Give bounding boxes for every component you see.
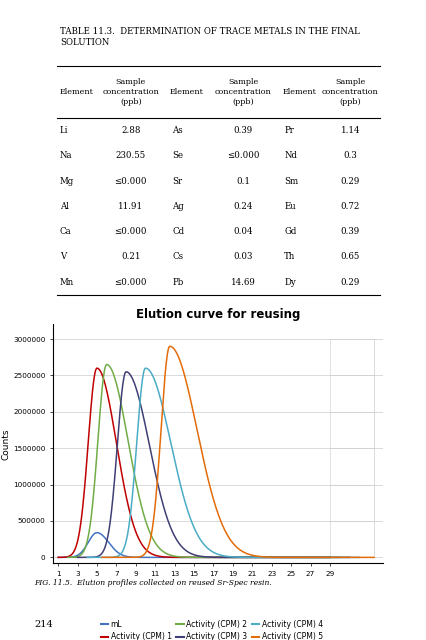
Text: Pb: Pb xyxy=(172,278,183,287)
Text: 0.29: 0.29 xyxy=(341,278,360,287)
Text: TABLE 11.3.  DETERMINATION OF TRACE METALS IN THE FINAL
SOLUTION: TABLE 11.3. DETERMINATION OF TRACE METAL… xyxy=(60,28,360,47)
Text: 214: 214 xyxy=(34,620,53,628)
Text: Nd: Nd xyxy=(285,152,297,161)
Text: Pr: Pr xyxy=(285,126,294,135)
Text: 1.14: 1.14 xyxy=(341,126,360,135)
Text: 14.69: 14.69 xyxy=(230,278,256,287)
Text: Th: Th xyxy=(285,252,296,261)
Text: Ag: Ag xyxy=(172,202,184,211)
Text: 11.91: 11.91 xyxy=(118,202,144,211)
Text: 0.21: 0.21 xyxy=(121,252,141,261)
Text: 0.72: 0.72 xyxy=(341,202,360,211)
Legend: mL, Activity (CPM) 1, Activity (CPM) 2, Activity (CPM) 3, Activity (CPM) 4, Acti: mL, Activity (CPM) 1, Activity (CPM) 2, … xyxy=(101,620,323,640)
Text: As: As xyxy=(172,126,183,135)
Text: ≤0.000: ≤0.000 xyxy=(115,227,147,236)
Text: Cd: Cd xyxy=(172,227,184,236)
Text: Se: Se xyxy=(172,152,183,161)
Text: Sm: Sm xyxy=(285,177,299,186)
Text: 0.24: 0.24 xyxy=(233,202,253,211)
Text: Gd: Gd xyxy=(285,227,297,236)
Text: Cs: Cs xyxy=(172,252,183,261)
Text: ≤0.000: ≤0.000 xyxy=(115,278,147,287)
Text: Element: Element xyxy=(59,88,93,96)
Text: 0.65: 0.65 xyxy=(341,252,360,261)
Title: Elution curve for reusing: Elution curve for reusing xyxy=(136,308,300,321)
Text: Li: Li xyxy=(60,126,68,135)
Text: 0.29: 0.29 xyxy=(341,177,360,186)
Text: 0.1: 0.1 xyxy=(236,177,250,186)
Text: Sample
concentration
(ppb): Sample concentration (ppb) xyxy=(322,78,379,106)
Text: V: V xyxy=(60,252,66,261)
Text: Sr: Sr xyxy=(172,177,182,186)
Text: Na: Na xyxy=(60,152,72,161)
Text: ≤0.000: ≤0.000 xyxy=(115,177,147,186)
Text: Sample
concentration
(ppb): Sample concentration (ppb) xyxy=(103,78,159,106)
Text: FIG. 11.5.  Elution profiles collected on reused Sr-Spec resin.: FIG. 11.5. Elution profiles collected on… xyxy=(34,579,272,588)
Text: Ca: Ca xyxy=(60,227,72,236)
Text: Element: Element xyxy=(282,88,316,96)
Text: Sample
concentration
(ppb): Sample concentration (ppb) xyxy=(215,78,271,106)
Text: 0.3: 0.3 xyxy=(343,152,357,161)
Text: Eu: Eu xyxy=(285,202,296,211)
Text: ≤0.000: ≤0.000 xyxy=(227,152,259,161)
Text: Element: Element xyxy=(170,88,204,96)
Text: 0.39: 0.39 xyxy=(233,126,253,135)
Text: 0.04: 0.04 xyxy=(233,227,253,236)
Text: Mg: Mg xyxy=(60,177,74,186)
Text: 0.03: 0.03 xyxy=(233,252,253,261)
Y-axis label: Counts: Counts xyxy=(1,428,11,460)
Text: 2.88: 2.88 xyxy=(121,126,141,135)
Text: 230.55: 230.55 xyxy=(116,152,146,161)
Text: Mn: Mn xyxy=(60,278,74,287)
Text: Dy: Dy xyxy=(285,278,296,287)
Text: Al: Al xyxy=(60,202,69,211)
Text: 0.39: 0.39 xyxy=(341,227,360,236)
